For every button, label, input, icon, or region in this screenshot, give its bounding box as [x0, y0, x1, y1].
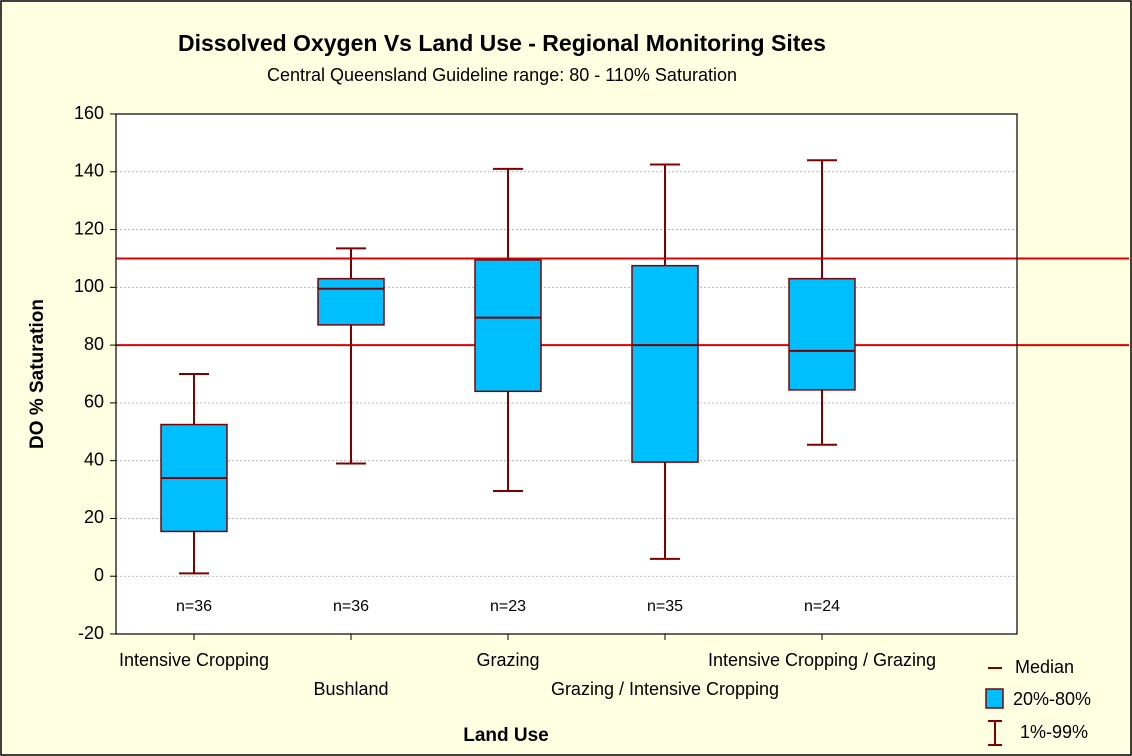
x-tick-label: Intensive Cropping: [119, 650, 269, 670]
chart-subtitle: Central Queensland Guideline range: 80 -…: [267, 65, 737, 85]
n-label: n=36: [333, 598, 369, 615]
n-label: n=36: [176, 598, 212, 615]
box: [317, 277, 385, 326]
y-tick-label: 60: [84, 392, 104, 412]
y-tick-label: 140: [74, 161, 104, 181]
legend-label: 1%-99%: [1020, 722, 1088, 742]
box: [788, 277, 856, 391]
y-tick-label: 160: [74, 103, 104, 123]
y-tick-label: 80: [84, 334, 104, 354]
y-tick-label: 0: [94, 565, 104, 585]
x-tick-label: Grazing: [476, 650, 539, 670]
box: [474, 259, 542, 393]
y-tick-label: -20: [78, 623, 104, 643]
n-label: n=24: [804, 598, 840, 615]
legend-box: [985, 688, 1004, 709]
legend-label: 20%-80%: [1013, 689, 1091, 709]
x-tick-label: Bushland: [313, 679, 388, 699]
y-axis-title: DO % Saturation: [27, 299, 48, 449]
plot-area: [116, 114, 1017, 634]
box: [631, 264, 699, 463]
x-axis-title: Land Use: [463, 725, 549, 746]
x-tick-label: Grazing / Intensive Cropping: [551, 679, 779, 699]
y-tick-label: 40: [84, 449, 104, 469]
legend-label: Median: [1015, 657, 1074, 677]
y-tick-label: 120: [74, 218, 104, 238]
y-tick-label: 100: [74, 276, 104, 296]
chart-title: Dissolved Oxygen Vs Land Use - Regional …: [178, 30, 826, 56]
y-tick-label: 20: [84, 507, 104, 527]
x-tick-label: Intensive Cropping / Grazing: [708, 650, 936, 670]
n-label: n=23: [490, 598, 526, 615]
plot-border: [115, 113, 1018, 635]
n-label: n=35: [647, 598, 683, 615]
